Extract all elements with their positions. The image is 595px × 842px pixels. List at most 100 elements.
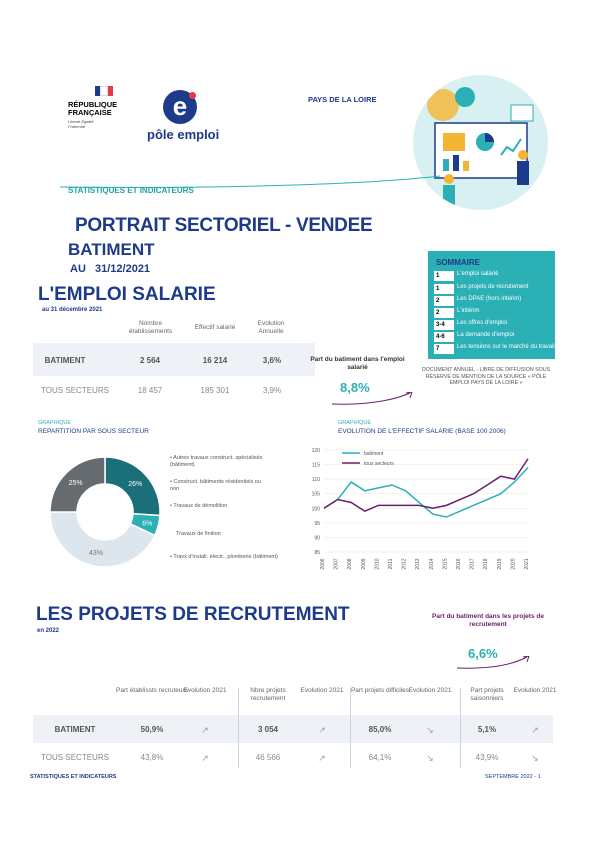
hero-illustration [413, 75, 548, 210]
part-projets-label: Part du batiment dans les projets de rec… [432, 613, 544, 628]
footer-left: STATISTIQUES ET INDICATEURS [30, 774, 117, 780]
table-cell: 64,1% [368, 753, 392, 762]
sommaire-item[interactable]: 4-6 La demande d'emploi [434, 332, 515, 342]
x-tick-label: 2014 [429, 558, 435, 569]
pie-label: 6% [142, 520, 152, 527]
part-emploi-value: 8,8% [340, 380, 370, 395]
pole-emploi-wordmark: pôle emploi [147, 127, 220, 142]
table-cell: 3,6% [262, 356, 282, 365]
column-separator [238, 688, 239, 768]
trend-arrow-icon: ↘ [531, 753, 539, 763]
col-header: Nombre établissements [128, 320, 173, 335]
footer-right: SEPTEMBRE 2022 - 1 [485, 774, 541, 780]
date-prefix: AU [70, 263, 86, 275]
part-projets-value: 6,6% [468, 646, 498, 661]
part-projets-underline [456, 656, 530, 669]
chart-title: EVOLUTION DE L'EFFECTIF SALARIE (BASE 10… [338, 428, 506, 435]
legend-item: • Travaux de démolition [170, 503, 228, 509]
column-separator [350, 688, 351, 768]
legend-label: batiment [364, 451, 384, 457]
y-tick-label: 85 [314, 550, 320, 556]
table-cell: 50,9% [140, 725, 164, 734]
sommaire-item[interactable]: 2 Les DPAE (hors intérim) [434, 296, 522, 306]
trend-arrow-icon: ↗ [201, 725, 209, 735]
document-note: DOCUMENT ANNUEL - LIBRE DE DIFFUSION SOU… [421, 367, 551, 386]
table-cell: 46 566 [255, 753, 281, 762]
rf-logo-text: RÉPUBLIQUE FRANÇAISE [68, 100, 118, 117]
table-row-highlight [33, 343, 315, 376]
pole-emploi-e-icon: e [172, 91, 188, 121]
date-value: 31/12/2021 [95, 263, 151, 275]
pie-slice [49, 456, 106, 513]
legend-item: • Travx d'install. électr., plomberie (b… [170, 554, 278, 560]
x-tick-label: 2007 [334, 558, 340, 569]
col-header: Part projets difficiles [350, 687, 410, 694]
sector-title: BATIMENT [68, 240, 155, 259]
col-header: Effectif salarié [194, 324, 236, 331]
pie-slice [49, 511, 156, 568]
legend-item: • Autres travaux construct. spécialisés … [170, 455, 263, 468]
x-tick-label: 2020 [510, 558, 516, 569]
chart-title: REPARTITION PAR SOUS SECTEUR [38, 428, 149, 435]
table-cell: 2 564 [139, 356, 161, 365]
sommaire-item[interactable]: 1 L'emploi salarié [434, 271, 499, 281]
pole-emploi-dot [189, 92, 196, 99]
part-emploi-underline [331, 392, 413, 405]
col-header: Evolution 2021 [183, 687, 227, 694]
header-divider [59, 175, 441, 188]
col-header: Part établissts recruteurs [116, 687, 188, 694]
chart-kicker: GRAPHIQUE [38, 420, 72, 426]
pie-label: 43% [89, 550, 103, 557]
y-tick-label: 115 [312, 463, 320, 469]
x-tick-label: 2006 [320, 558, 326, 569]
stats-label: STATISTIQUES ET INDICATEURS [68, 186, 194, 195]
table-cell: 3,9% [262, 386, 282, 395]
chart-kicker: GRAPHIQUE [338, 420, 372, 426]
sommaire-item[interactable]: 2 L'intérim [434, 308, 480, 318]
x-tick-label: 2015 [442, 558, 448, 569]
row-label: TOUS SECTEURS [41, 386, 109, 395]
pie-label: 25% [69, 480, 83, 487]
col-header: Evolution 2021 [300, 687, 344, 694]
table-cell: 3 054 [257, 725, 279, 734]
table-cell: 85,0% [368, 725, 392, 734]
sommaire-item[interactable]: 3-4 Les offres d'emploi [434, 320, 508, 330]
y-tick-label: 90 [314, 535, 320, 541]
x-tick-label: 2017 [470, 558, 476, 569]
x-tick-label: 2019 [497, 558, 503, 569]
legend-label: tous secteurs [364, 461, 394, 467]
trend-arrow-icon: ↘ [426, 753, 434, 763]
table-row-highlight [33, 715, 553, 743]
col-header: Part projets saisonniers [470, 687, 504, 702]
x-tick-label: 2021 [524, 558, 530, 569]
legend-item: Travaux de finition [176, 531, 221, 537]
sommaire-title: SOMMAIRE [436, 258, 480, 267]
y-tick-label: 105 [312, 492, 321, 498]
y-tick-label: 95 [314, 521, 320, 527]
x-tick-label: 2011 [388, 558, 394, 569]
column-separator [460, 688, 461, 768]
emploi-section-title: L'EMPLOI SALARIE [38, 284, 216, 305]
pie-chart: 26% 6% 43% 25% [49, 456, 161, 568]
region-label: PAYS DE LA LOIRE [308, 95, 377, 104]
x-tick-label: 2008 [347, 558, 353, 569]
page-title: PORTRAIT SECTORIEL - VENDEE [75, 215, 373, 236]
trend-arrow-icon: ↗ [318, 725, 326, 735]
trend-arrow-icon: ↘ [426, 725, 434, 735]
col-header: Nbre projets recrutement [250, 687, 286, 702]
row-label: BATIMENT [54, 725, 96, 734]
trend-arrow-icon: ↗ [201, 753, 209, 763]
sommaire-item[interactable]: 7 Les tensions sur le marché du travail [434, 344, 555, 354]
pie-label: 26% [128, 481, 142, 488]
col-header: Evolution 2021 [513, 687, 557, 694]
col-header: Evolution Annuelle [257, 320, 285, 335]
legend-item: • Construct. bâtiments résidentiels ou n… [170, 479, 261, 492]
x-tick-label: 2016 [456, 558, 462, 569]
sommaire-item[interactable]: 1 Les projets de recrutement [434, 284, 529, 294]
projets-section-title: LES PROJETS DE RECRUTEMENT [36, 604, 350, 625]
emploi-section-subtitle: au 31 décembre 2021 [42, 307, 103, 313]
x-tick-label: 2013 [415, 558, 421, 569]
x-tick-label: 2009 [361, 558, 367, 569]
rf-motto: Liberté Égalité Fraternité [68, 119, 94, 129]
y-tick-label: 100 [312, 506, 321, 512]
